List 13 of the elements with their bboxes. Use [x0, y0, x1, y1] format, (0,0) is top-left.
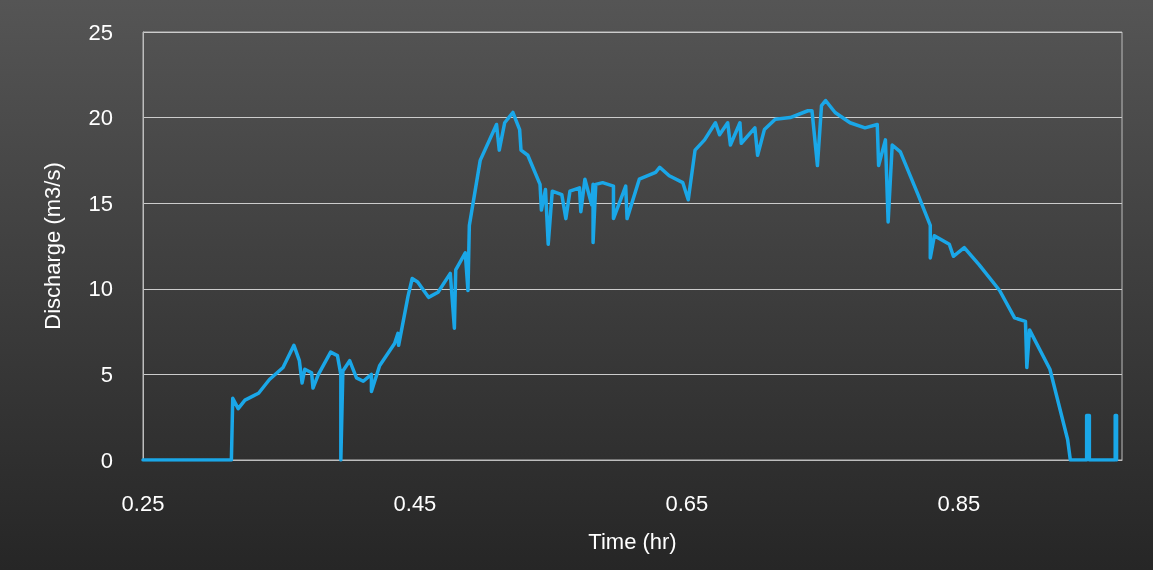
y-tick-label: 15 [88, 190, 113, 216]
y-tick-label: 10 [88, 276, 113, 302]
x-tick-label: 0.45 [393, 490, 437, 516]
y-tick-label: 5 [100, 361, 113, 387]
x-tick-label: 0.65 [665, 490, 709, 516]
x-tick-label: 0.85 [937, 490, 981, 516]
x-axis-title: Time (hr) [588, 528, 677, 554]
line-series [141, 98, 1119, 462]
y-tick-label: 0 [100, 447, 113, 473]
y-tick-label: 20 [88, 105, 113, 131]
y-tick-label: 25 [88, 19, 113, 45]
y-axis-title: Discharge (m3/s) [39, 162, 65, 330]
x-tick-label: 0.25 [121, 490, 165, 516]
